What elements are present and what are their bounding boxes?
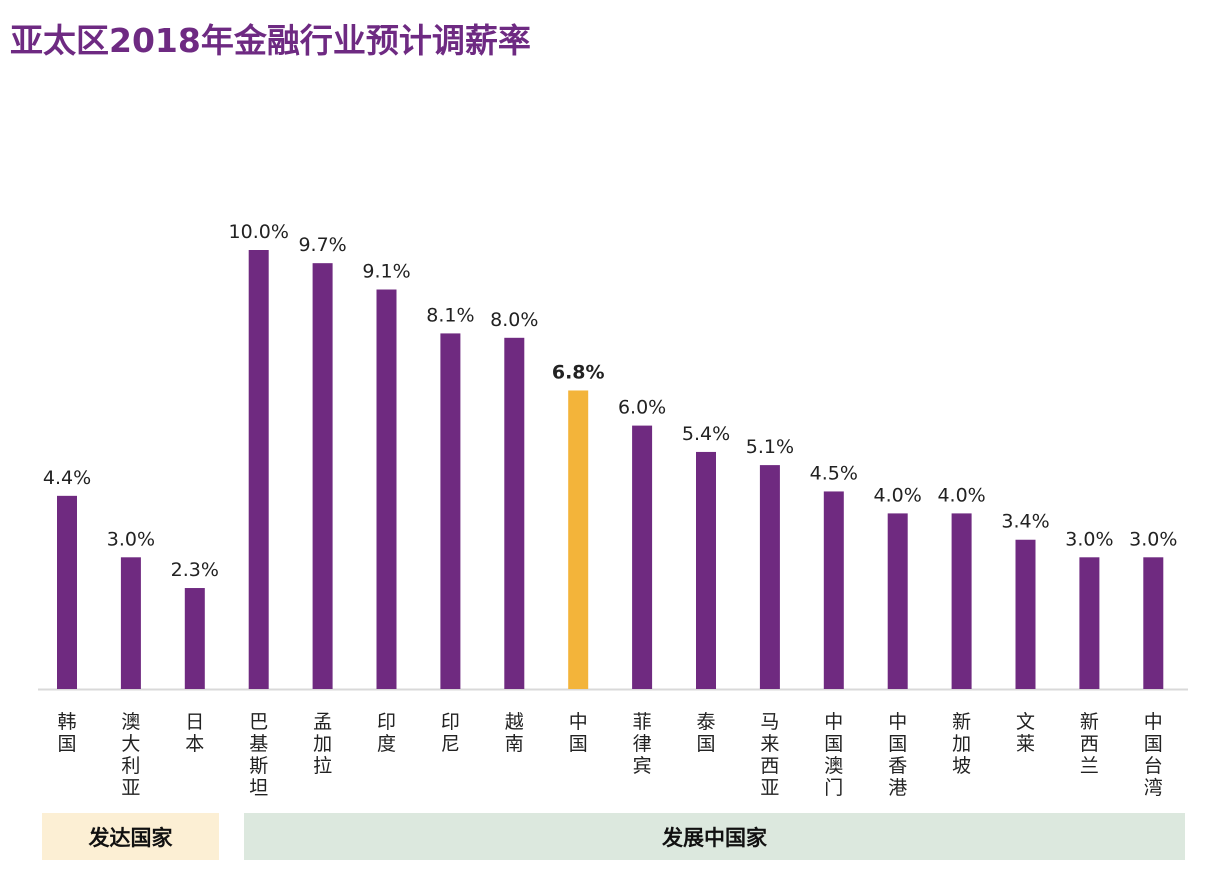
data-label-9: 6.0% (618, 397, 666, 419)
data-label-2: 2.3% (171, 559, 219, 581)
bar-14 (951, 513, 972, 689)
data-label-16: 3.0% (1065, 528, 1113, 550)
data-label-7: 8.0% (490, 309, 538, 331)
data-label-1: 3.0% (107, 528, 155, 550)
bar-2 (184, 588, 205, 689)
bar-4 (312, 263, 333, 689)
category-label-7: 越南 (505, 711, 524, 755)
bar-9 (632, 425, 653, 689)
group-developed: 发达国家 (42, 813, 219, 860)
data-label-11: 5.1% (746, 436, 794, 458)
data-label-3: 10.0% (229, 221, 289, 243)
bar-3 (248, 250, 269, 689)
category-label-11: 马来西亚 (760, 711, 779, 799)
data-label-10: 5.4% (682, 423, 730, 445)
bar-7 (504, 337, 525, 689)
category-label-9: 菲律宾 (633, 711, 652, 777)
bar-11 (759, 465, 780, 689)
category-label-4: 孟加拉 (313, 711, 332, 777)
bar-17 (1143, 557, 1164, 689)
category-label-12: 中国澳门 (824, 711, 843, 799)
category-label-13: 中国香港 (888, 711, 907, 799)
category-label-10: 泰国 (696, 711, 715, 755)
bar-13 (887, 513, 908, 689)
category-label-5: 印度 (377, 711, 396, 755)
category-label-0: 韩国 (57, 711, 76, 755)
data-label-15: 3.4% (1001, 511, 1049, 533)
data-label-0: 4.4% (43, 467, 91, 489)
bar-10 (696, 451, 716, 689)
data-label-6: 8.1% (426, 304, 474, 326)
category-label-1: 澳大利亚 (121, 711, 140, 799)
category-label-8: 中国 (569, 711, 588, 755)
category-label-15: 文莱 (1016, 711, 1035, 755)
category-label-17: 中国台湾 (1144, 711, 1163, 799)
category-label-3: 巴基斯坦 (249, 711, 268, 799)
data-label-14: 4.0% (937, 484, 985, 506)
data-label-5: 9.1% (362, 261, 410, 283)
bar-6 (440, 333, 461, 689)
bar-8 (568, 390, 589, 689)
bar-1 (120, 557, 141, 689)
bar-16 (1079, 557, 1100, 689)
data-label-8: 6.8% (552, 361, 605, 383)
category-label-6: 印尼 (441, 711, 460, 755)
chart-title: 亚太区2018年金融行业预计调薪率 (10, 21, 531, 60)
category-label-14: 新加坡 (952, 711, 971, 777)
data-label-4: 9.7% (298, 234, 346, 256)
data-label-13: 4.0% (874, 484, 922, 506)
category-label-16: 新西兰 (1080, 711, 1099, 777)
bar-15 (1015, 539, 1036, 689)
group-developing: 发展中国家 (244, 813, 1185, 860)
data-label-17: 3.0% (1129, 528, 1177, 550)
bar-12 (823, 491, 844, 689)
data-label-12: 4.5% (810, 462, 858, 484)
bar-5 (376, 289, 397, 689)
bar-0 (57, 495, 77, 689)
category-label-2: 日本 (185, 711, 204, 755)
bar-chart: 4.4% 韩国 3.0% 澳大利亚 2.3% 日本 10.0% 巴基斯坦 9.7% 孟加拉 9.1%… (38, 221, 1188, 799)
